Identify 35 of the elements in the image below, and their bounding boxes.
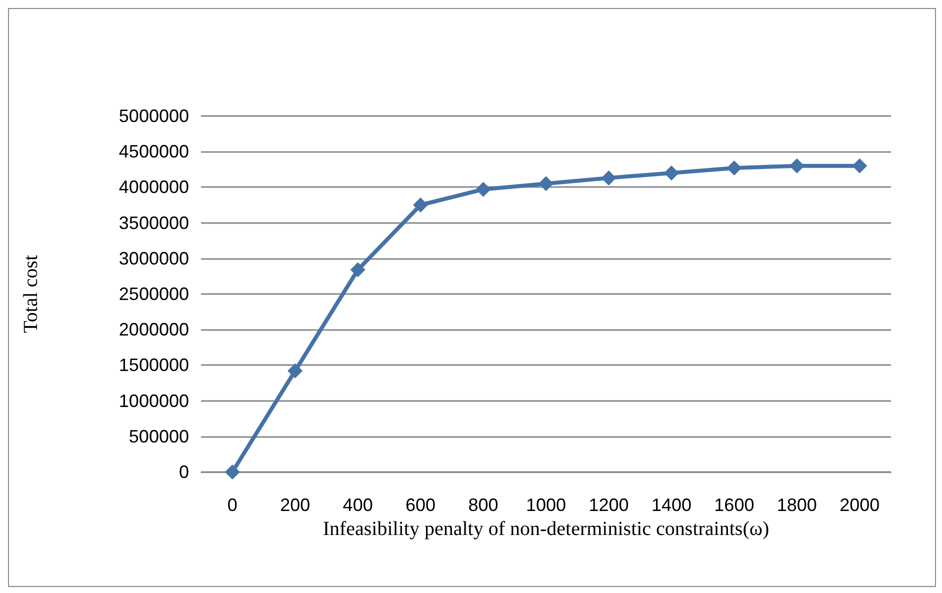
x-tick-label: 200	[280, 495, 310, 515]
y-tick-label: 2000000	[118, 320, 189, 340]
x-tick-label: 1000	[526, 495, 566, 515]
x-tick-label: 1600	[714, 495, 754, 515]
x-tick-label: 400	[342, 495, 373, 515]
point	[476, 182, 491, 197]
y-tick-label: 1000000	[118, 390, 189, 411]
x-tick-label: 2000	[840, 495, 880, 515]
point	[726, 160, 742, 176]
x-tick-label: 600	[406, 495, 436, 515]
point	[538, 176, 554, 192]
point	[852, 158, 868, 174]
point	[288, 363, 303, 378]
x-tick-label: 1800	[776, 495, 817, 515]
point	[789, 158, 804, 174]
point	[350, 262, 366, 278]
y-axis-title: Total cost	[20, 254, 42, 334]
y-tick-label: 3500000	[118, 212, 189, 233]
y-tick-label: 3000000	[118, 248, 189, 268]
x-tick-label: 800	[468, 495, 498, 515]
y-tick-label: 0	[178, 462, 189, 482]
point	[224, 464, 240, 480]
point	[664, 165, 679, 180]
x-tick-label: 0	[227, 495, 238, 515]
y-tick-label: 1500000	[118, 355, 189, 376]
y-tick-label: 4500000	[118, 142, 189, 162]
y-tick-label: 5000000	[118, 106, 189, 126]
point	[601, 170, 616, 186]
point	[413, 198, 428, 212]
x-axis-title: Infeasibility penalty of non-deterministic constraints(ω)	[322, 518, 770, 540]
x-tick-label: 1400	[651, 495, 692, 515]
y-tick-label: 500000	[128, 426, 189, 446]
y-tick-label: 4000000	[118, 177, 189, 198]
y-tick-label: 2500000	[118, 284, 189, 304]
x-tick-label: 1200	[588, 495, 629, 515]
